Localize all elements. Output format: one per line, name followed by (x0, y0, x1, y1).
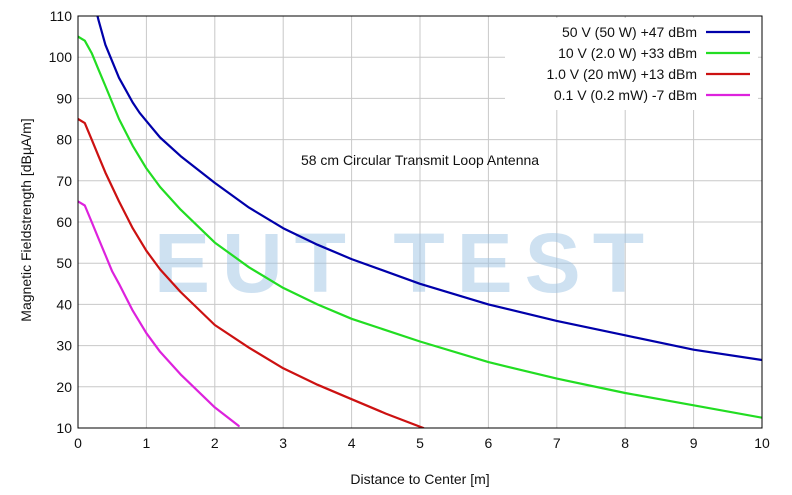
y-tick-label: 100 (49, 49, 73, 65)
y-tick-label: 80 (56, 132, 72, 148)
x-axis-title: Distance to Center [m] (350, 471, 489, 487)
x-tick-label: 9 (690, 435, 698, 451)
legend-label-4: 0.1 V (0.2 mW) -7 dBm (554, 87, 697, 103)
series-line-1 (96, 16, 762, 362)
series-4 (78, 200, 240, 427)
x-tick-label: 10 (754, 435, 770, 451)
y-tick-label: 10 (56, 420, 72, 436)
y-tick-label: 50 (56, 255, 72, 271)
legend-label-2: 10 V (2.0 W) +33 dBm (558, 45, 697, 61)
series-3 (78, 117, 425, 428)
y-tick-label: 30 (56, 338, 72, 354)
legend-label-1: 50 V (50 W) +47 dBm (562, 24, 697, 40)
legend-label-3: 1.0 V (20 mW) +13 dBm (546, 66, 697, 82)
y-tick-label: 60 (56, 214, 72, 230)
x-tick-label: 7 (553, 435, 561, 451)
legend: 50 V (50 W) +47 dBm 10 V (2.0 W) +33 dBm 1… (505, 18, 758, 110)
y-tick-label: 40 (56, 296, 72, 312)
x-tick-label: 5 (416, 435, 424, 451)
series-line-2 (78, 35, 762, 419)
watermark-text: EUT TEST (154, 216, 656, 310)
series-group (78, 16, 762, 428)
x-tick-label: 3 (279, 435, 287, 451)
x-tick-label: 0 (74, 435, 82, 451)
y-tick-label: 90 (56, 90, 72, 106)
plot-frame (77, 15, 763, 429)
y-axis-title: Magnetic Fieldstrength [dBµA/m] (18, 118, 34, 321)
y-tick-label: 70 (56, 173, 72, 189)
x-tick-label: 4 (348, 435, 356, 451)
x-tick-label: 6 (485, 435, 493, 451)
x-tick-label: 2 (211, 435, 219, 451)
y-tick-label: 20 (56, 379, 72, 395)
tick-labels: 0 1 2 3 4 5 6 7 8 9 10 10 20 30 40 50 60 70 80 90 100 110 (49, 8, 770, 451)
x-tick-label: 8 (621, 435, 629, 451)
y-tick-label: 110 (50, 8, 73, 24)
series-2 (78, 35, 762, 419)
chart-annotation: 58 cm Circular Transmit Loop Antenna (301, 152, 539, 168)
x-tick-label: 1 (143, 435, 151, 451)
